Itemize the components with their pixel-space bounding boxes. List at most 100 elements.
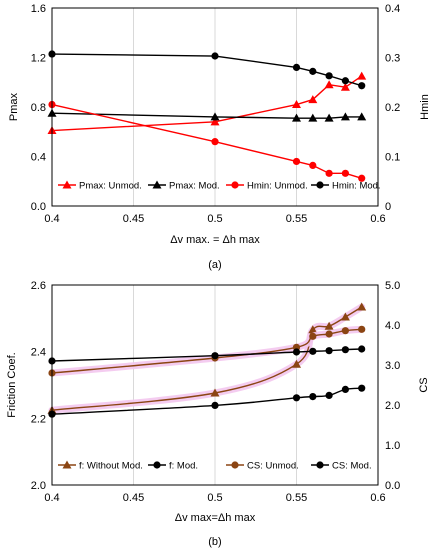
x-tick-label: 0.6 [370, 213, 385, 225]
y-left-tick-label: 2.2 [31, 413, 46, 425]
panel-b-series [47, 302, 367, 418]
data-point [341, 346, 349, 354]
data-point [211, 52, 219, 60]
legend-label: Hmin: Unmod. [247, 181, 308, 192]
legend-item: Pmax: Unmod. [58, 180, 142, 192]
panel-a-ylabel-right: Hmin [419, 94, 431, 120]
legend-swatch-marker [152, 180, 162, 189]
data-point [211, 138, 219, 146]
x-tick-label: 0.55 [286, 492, 307, 504]
data-point [292, 157, 301, 166]
legend-label: CS: Unmod. [247, 461, 299, 472]
legend-item: f: Without Mod. [58, 460, 143, 472]
data-point [211, 352, 219, 360]
data-point [324, 113, 334, 122]
panel-b-label: (b) [208, 536, 221, 548]
y-left-tick-label: 1.2 [31, 53, 46, 65]
y-left-tick-label: 2.4 [31, 347, 46, 359]
data-point [324, 321, 334, 330]
data-point [358, 384, 366, 392]
panel-b-plot-frame [51, 284, 379, 486]
data-point [357, 302, 367, 311]
legend-item: Hmin: Mod. [311, 181, 381, 192]
data-point [358, 82, 366, 90]
x-tick-label: 0.45 [123, 492, 144, 504]
data-point [340, 312, 350, 321]
panel-a-series [47, 50, 367, 182]
y-left-tick-label: 0.8 [31, 102, 46, 114]
chart-panel-b: 0.4 0.45 0.5 0.55 0.6 2.0 2.2 2.4 2.6 0.0 1.0 2.0 3.… [6, 280, 430, 548]
series-hmin-mod [48, 50, 366, 90]
data-point [309, 332, 317, 340]
data-point [325, 330, 333, 338]
y-left-tick-label: 0.4 [31, 152, 46, 164]
x-tick-label: 0.6 [370, 492, 385, 504]
data-point [308, 113, 318, 122]
panel-b-tick-labels: 0.4 0.45 0.5 0.55 0.6 2.0 2.2 2.4 2.6 0.0 1.0 2.0 3.… [31, 280, 401, 504]
y-right-tick-label: 3.0 [385, 360, 400, 372]
legend-swatch-marker [231, 181, 239, 189]
x-tick-label: 0.5 [207, 213, 222, 225]
legend-item: CS: Unmod. [226, 461, 299, 472]
data-point [292, 359, 301, 368]
panel-a-ylabel-left: Pmax [8, 92, 20, 121]
legend-swatch-marker [62, 180, 72, 189]
legend-label: Hmin: Mod. [332, 181, 381, 192]
data-point [210, 117, 220, 126]
data-point [341, 327, 349, 335]
y-right-tick-label: 0.2 [385, 102, 400, 114]
data-point [340, 112, 350, 121]
data-point [325, 169, 333, 177]
data-point [325, 391, 333, 399]
panel-b-xlabel: Δv max=Δh max [175, 512, 256, 524]
legend-swatch-marker [316, 181, 324, 189]
y-right-tick-label: 0 [385, 201, 391, 213]
legend-swatch-marker [62, 460, 72, 469]
panel-a-label: (a) [208, 259, 221, 271]
legend-swatch-marker [153, 461, 161, 469]
y-right-tick-label: 0.0 [385, 480, 400, 492]
data-point [358, 345, 366, 353]
series-pmax-mod [47, 108, 367, 122]
legend-item: CS: Mod. [311, 461, 372, 472]
panel-a-legend: Pmax: Unmod. Pmax: Mod. Hmin: Unmod. Hmin: … [58, 180, 381, 192]
panel-a-xlabel: Δv max. = Δh max [170, 234, 260, 246]
y-right-tick-label: 4.0 [385, 320, 400, 332]
data-point [340, 82, 350, 91]
data-point [357, 71, 367, 80]
x-tick-label: 0.4 [44, 492, 59, 504]
data-point [309, 347, 317, 355]
panel-b-gridlines [133, 285, 297, 485]
data-point [341, 77, 349, 85]
data-point [292, 113, 301, 122]
y-left-tick-label: 1.6 [31, 3, 46, 15]
legend-item: f: Mod. [148, 461, 198, 472]
legend-label: Pmax: Mod. [169, 181, 220, 192]
legend-label: Pmax: Unmod. [79, 181, 142, 192]
data-point [358, 325, 366, 333]
data-point [357, 112, 367, 121]
data-point [325, 347, 333, 355]
legend-item: Hmin: Unmod. [226, 181, 308, 192]
data-point [210, 388, 220, 397]
legend-swatch-marker [316, 461, 324, 469]
y-right-tick-label: 0.1 [385, 152, 400, 164]
y-left-tick-label: 2.0 [31, 480, 46, 492]
series-cs-mod [48, 345, 366, 365]
series-pmax-unmod [47, 71, 367, 135]
panel-a-plot-frame [51, 7, 379, 207]
data-point [309, 393, 317, 401]
legend-label: CS: Mod. [332, 461, 372, 472]
x-tick-label: 0.45 [123, 213, 144, 225]
data-point [292, 348, 301, 356]
chart-panel-a: 0.4 0.45 0.5 0.55 0.60.00.40.81.21.600.10.20… [7, 3, 431, 271]
data-point [309, 161, 317, 170]
data-point [308, 325, 318, 334]
data-point [292, 100, 301, 109]
y-left-tick-label: 2.6 [31, 280, 46, 292]
y-right-tick-label: 0.3 [385, 53, 400, 65]
data-point [309, 67, 317, 75]
legend-label: f: Without Mod. [79, 461, 143, 472]
y-right-tick-label: 0.4 [385, 3, 400, 15]
